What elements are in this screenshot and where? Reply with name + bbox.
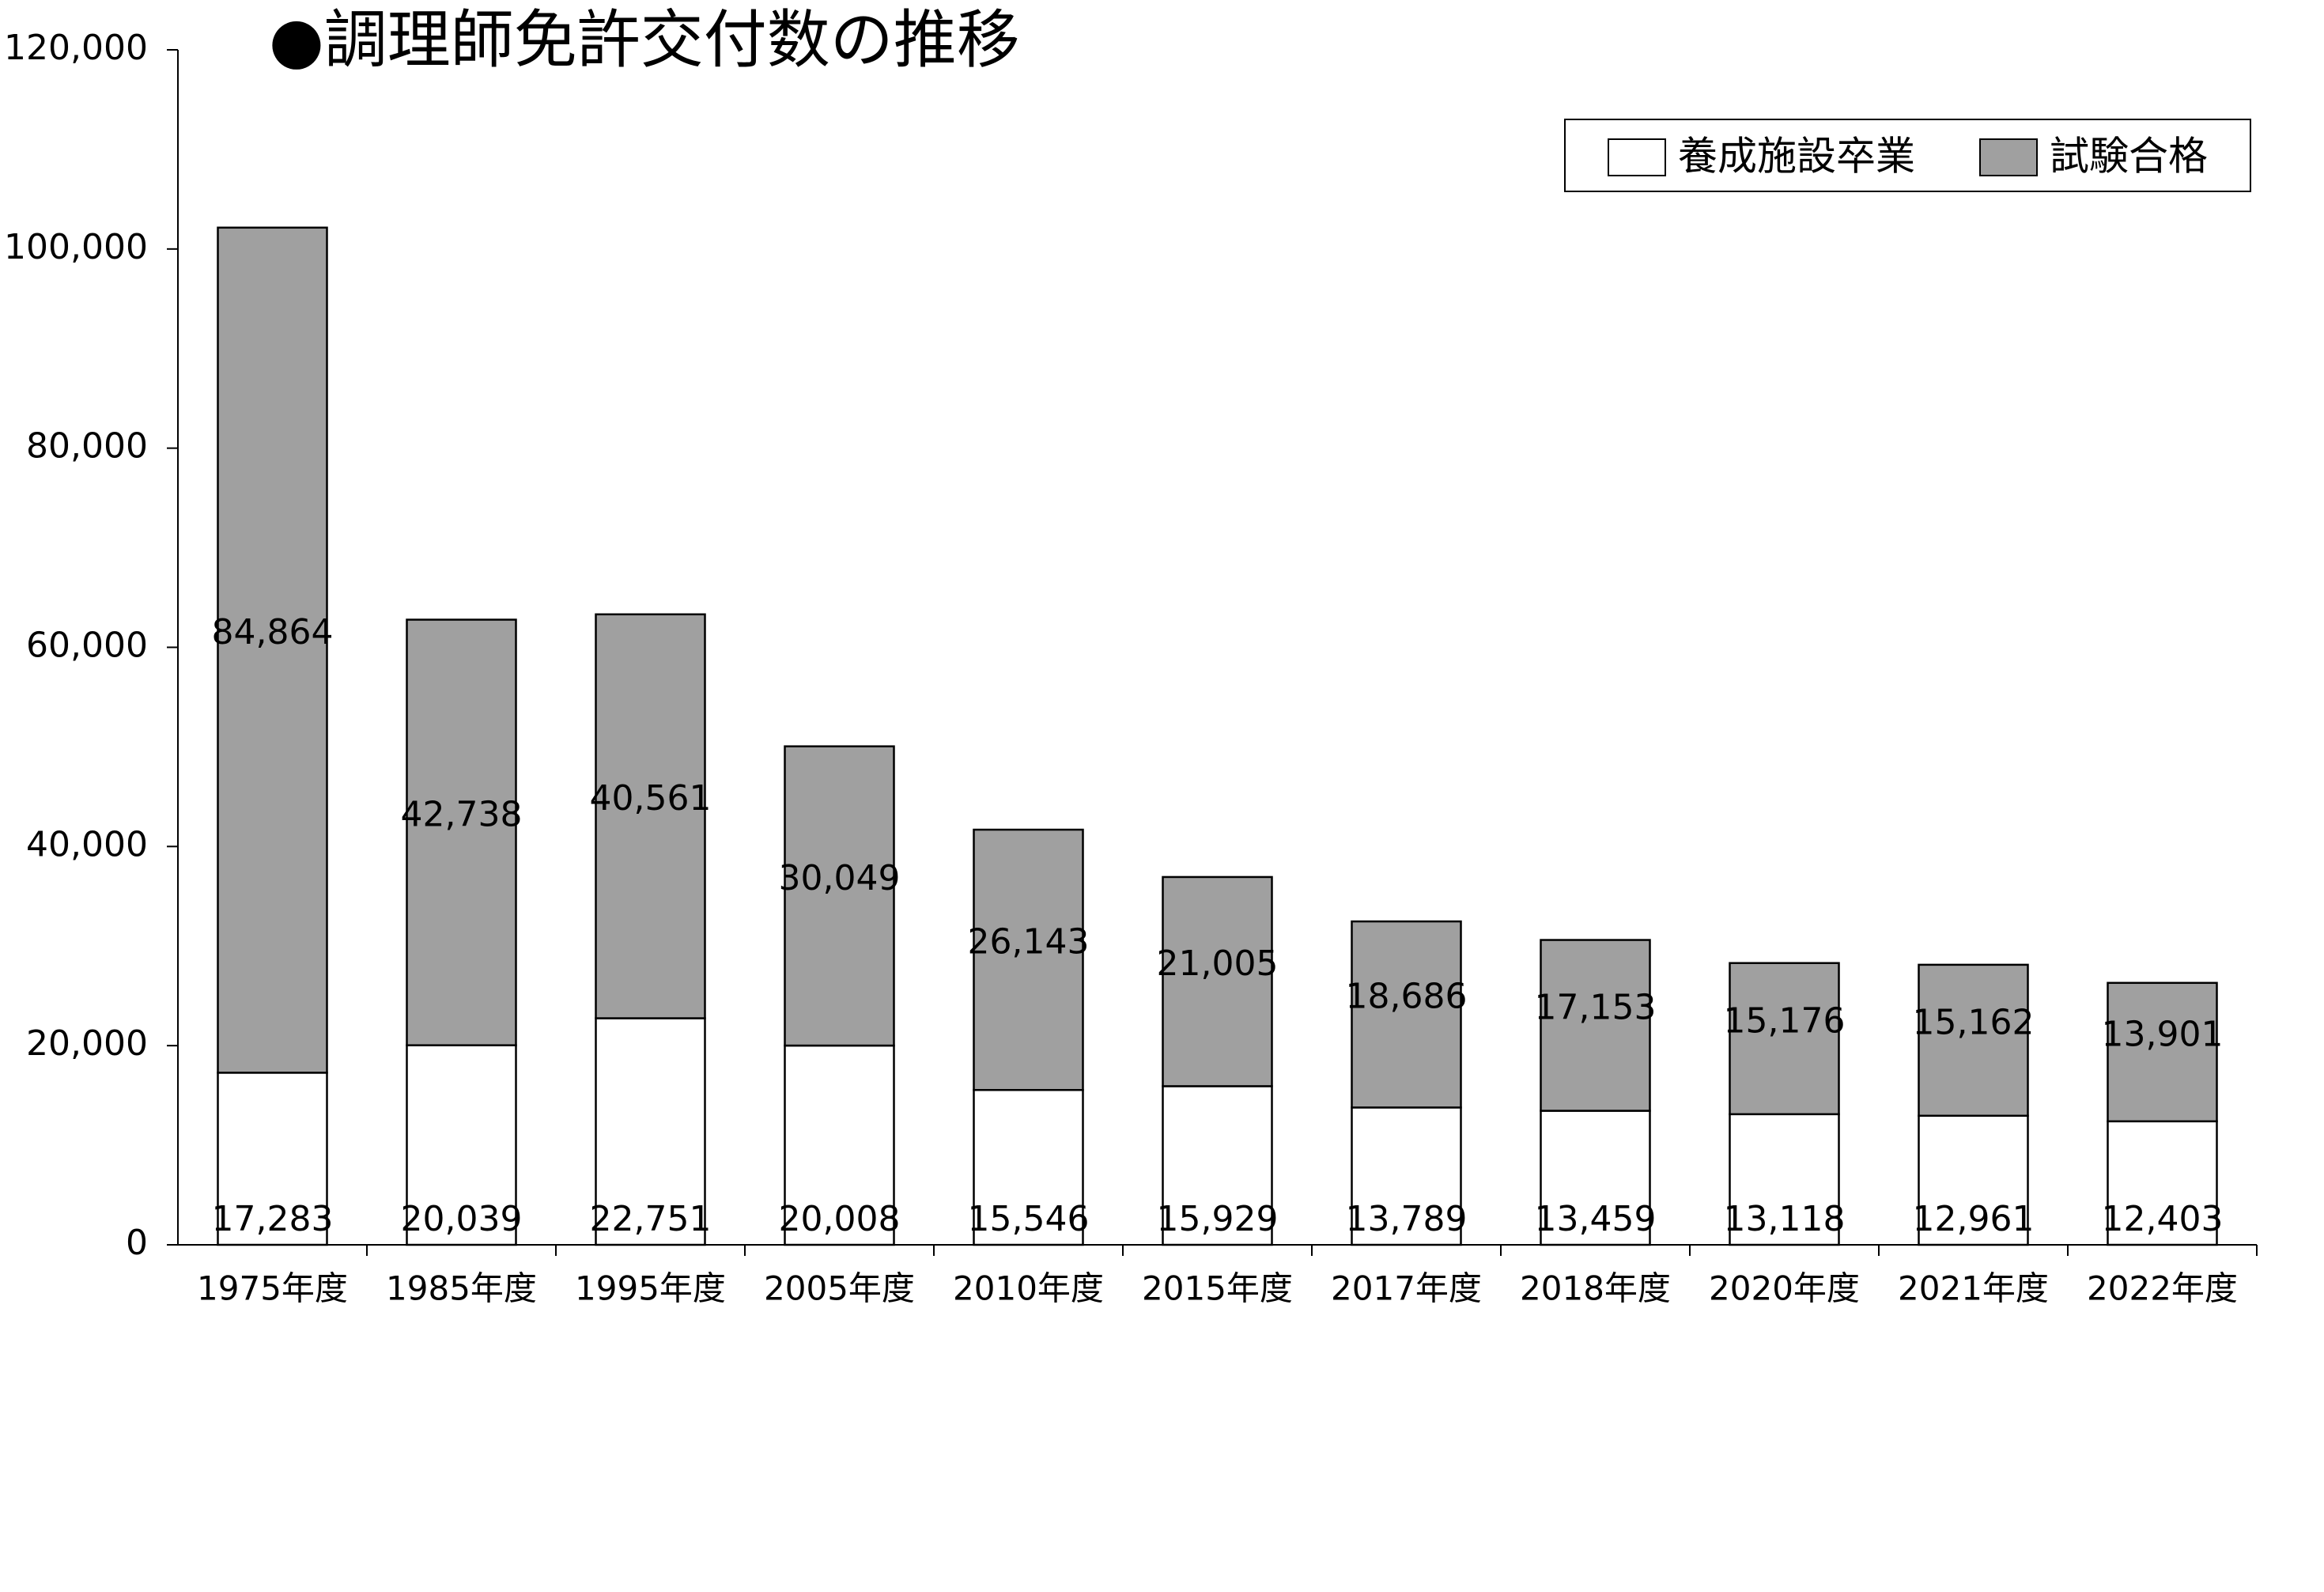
bar-segment (2107, 1120, 2218, 1246)
bar-segment (973, 828, 1084, 1091)
bar-segment (1918, 963, 2029, 1117)
x-tick-label: 1985年度 (386, 1269, 537, 1308)
data-label: 12,403 (2102, 1199, 2224, 1239)
bar-segment (217, 1072, 328, 1246)
y-tick-label: 60,000 (26, 626, 148, 666)
legend-label: 試験合格 (2050, 134, 2208, 180)
x-tick-label: 2022年度 (2087, 1269, 2238, 1308)
bar-segment (1918, 1114, 2029, 1246)
legend-label: 養成施設卒業 (1678, 134, 1915, 180)
x-tick-label: 1995年度 (575, 1269, 726, 1308)
data-label: 15,162 (1913, 1002, 2035, 1042)
x-tick-label: 2017年度 (1331, 1269, 1482, 1308)
bar-segment (1729, 962, 1840, 1116)
data-label: 13,459 (1535, 1199, 1657, 1239)
bar-segment (595, 613, 706, 1019)
data-label: 15,929 (1157, 1199, 1279, 1239)
data-label: 13,789 (1346, 1199, 1468, 1239)
data-label: 30,049 (779, 858, 901, 898)
y-tick-label: 100,000 (4, 227, 148, 267)
y-tick-label: 0 (126, 1223, 148, 1263)
legend-swatch (1979, 138, 2038, 176)
bar-segment (784, 745, 895, 1047)
data-label: 13,118 (1724, 1199, 1846, 1239)
data-label: 22,751 (590, 1199, 712, 1239)
bar-segment (406, 618, 517, 1046)
data-label: 40,561 (590, 778, 712, 819)
bar-segment (406, 1044, 517, 1246)
data-label: 15,176 (1724, 1000, 1846, 1041)
bar-segment (2107, 981, 2218, 1123)
y-tick-label: 40,000 (26, 824, 148, 864)
data-label: 12,961 (1913, 1199, 2035, 1239)
bar-segment (1729, 1113, 1840, 1246)
data-label: 26,143 (968, 922, 1090, 962)
data-label: 20,008 (779, 1199, 901, 1239)
bar-segment (1162, 875, 1273, 1087)
bar-segment (1162, 1085, 1273, 1246)
x-tick-label: 2020年度 (1709, 1269, 1860, 1308)
y-tick-label: 20,000 (26, 1023, 148, 1064)
x-tick-label: 2005年度 (764, 1269, 915, 1308)
bar-segment (595, 1017, 706, 1246)
x-tick-label: 2018年度 (1520, 1269, 1671, 1308)
bar-segment (1540, 939, 1651, 1112)
x-tick-label: 1975年度 (197, 1269, 348, 1308)
x-tick-label: 2015年度 (1142, 1269, 1293, 1308)
data-label: 42,738 (401, 795, 523, 835)
data-label: 18,686 (1346, 977, 1468, 1017)
legend-swatch (1608, 138, 1666, 176)
bar-segment (217, 226, 328, 1074)
chart-title: ●調理師免許交付数の推移 (269, 3, 1020, 77)
data-label: 84,864 (212, 612, 334, 652)
y-tick-label: 120,000 (4, 28, 148, 68)
x-tick-label: 2021年度 (1898, 1269, 2049, 1308)
bar-segment (1540, 1110, 1651, 1246)
y-tick-label: 80,000 (26, 426, 148, 467)
bar-segment (784, 1044, 895, 1246)
bar-segment (1351, 1106, 1462, 1246)
data-label: 20,039 (401, 1199, 523, 1239)
bar-segment (1351, 920, 1462, 1109)
bar-segment (973, 1089, 1084, 1246)
data-label: 17,283 (212, 1199, 334, 1239)
legend-box (1564, 119, 2251, 192)
data-label: 17,153 (1535, 988, 1657, 1028)
data-label: 13,901 (2102, 1014, 2224, 1054)
data-label: 21,005 (1157, 943, 1279, 984)
x-tick-label: 2010年度 (953, 1269, 1104, 1308)
data-label: 15,546 (968, 1199, 1090, 1239)
